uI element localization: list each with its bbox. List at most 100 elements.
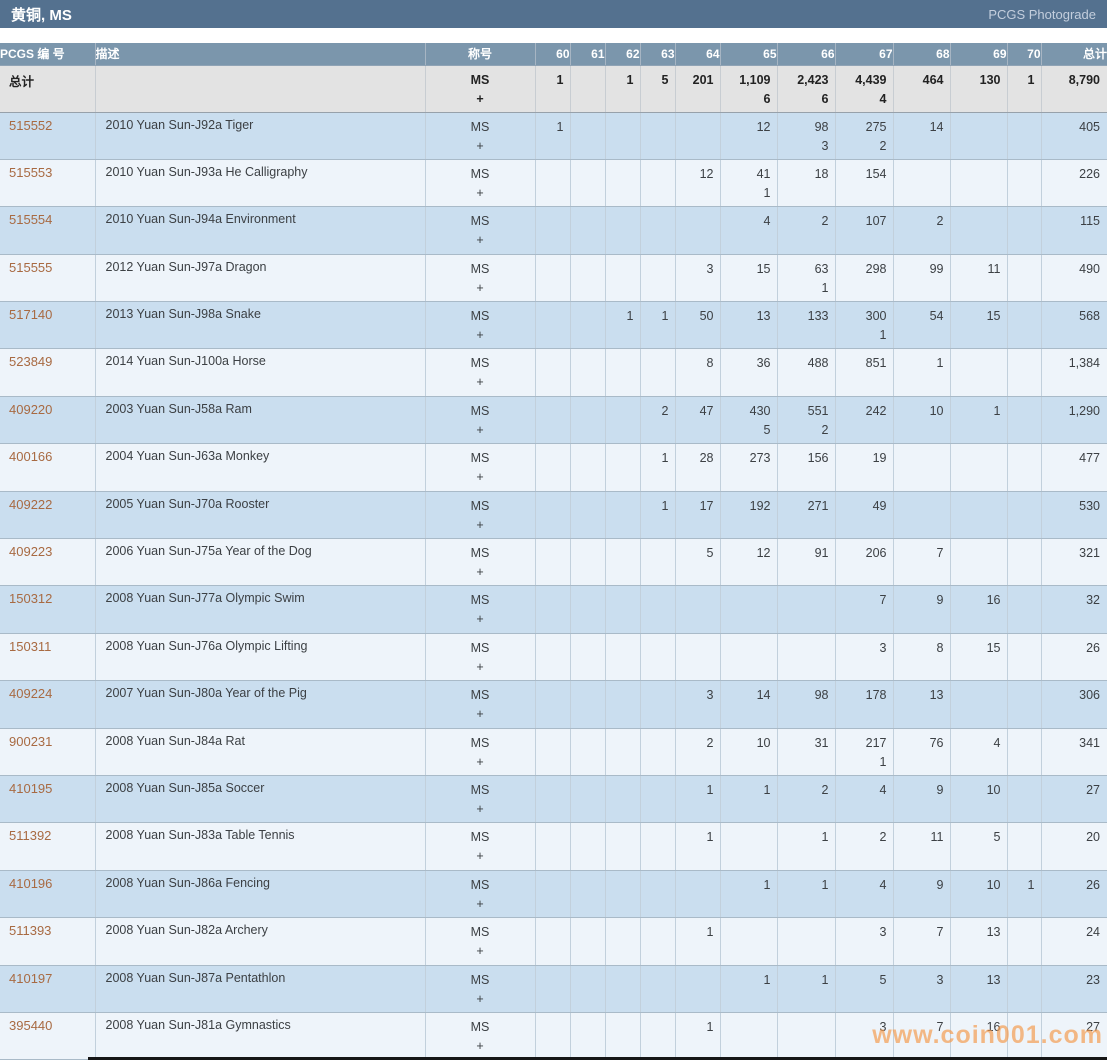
row-total-cell: 405 (1041, 112, 1107, 160)
grade-plus-count: + (476, 233, 484, 248)
pcgs-number-link[interactable]: 515554 (9, 212, 53, 228)
grade-62-cell (605, 1012, 641, 1060)
row-total-cell: 490 (1041, 254, 1107, 303)
grade-count: 7 (879, 593, 887, 608)
row-total-cell: 530 (1041, 491, 1107, 540)
grade-61-cell (570, 917, 606, 966)
grade-70-cell (1007, 112, 1042, 160)
pcgs-number-cell: 409222 (0, 491, 96, 540)
grade-count: 10 (929, 403, 944, 418)
grade-plus-count: 3 (821, 138, 829, 153)
coin-description-cell: 2005 Yuan Sun-J70a Rooster (95, 491, 426, 540)
grade-count: 271 (807, 498, 829, 513)
pcgs-number-link[interactable]: 410196 (9, 875, 53, 891)
grade-64-cell: 2 (675, 728, 721, 776)
coin-row: 150312 2008 Yuan Sun-J77a Olympic Swim MS +… (0, 585, 1107, 634)
grade-61-cell (570, 443, 606, 492)
grade-65-cell: 41 1 (720, 159, 778, 208)
grade-count: 2,423 (797, 72, 829, 87)
grade-plus-count: 1 (763, 185, 771, 200)
grade-70-cell (1007, 254, 1042, 303)
coin-row: 515554 2010 Yuan Sun-J94a Environment MS +4… (0, 206, 1107, 255)
totals-grade-66-cell: 2,423 6 (777, 65, 836, 113)
grade-70-cell (1007, 633, 1042, 682)
grade-63-cell (640, 206, 676, 255)
pcgs-number-cell: 511392 (0, 822, 96, 871)
totals-total-cell: 8,790 (1041, 65, 1107, 113)
grade-count: 11 (987, 261, 1001, 276)
pcgs-number-cell: 410197 (0, 965, 96, 1013)
grade-67-cell: 107 (835, 206, 894, 255)
grade-66-cell: 63 1 (777, 254, 836, 303)
grade-69-cell: 15 (950, 301, 1008, 350)
pcgs-number-link[interactable]: 409222 (9, 496, 53, 512)
grade-68-cell: 2 (893, 206, 951, 255)
grade-count: 3 (706, 688, 714, 703)
pcgs-number-link[interactable]: 511392 (9, 828, 52, 844)
pcgs-number-link[interactable]: 150312 (9, 591, 53, 607)
grade-count: 16 (986, 1019, 1001, 1034)
grade-68-cell: 8 (893, 633, 951, 682)
pcgs-number-link[interactable]: 410195 (9, 780, 53, 796)
grade-count: MS (470, 356, 490, 371)
grade-plus-count: + (476, 849, 484, 864)
col-header-grade-61: 61 (570, 43, 606, 66)
col-header-grade-69: 69 (950, 43, 1008, 66)
grade-65-cell: 1 (720, 775, 778, 824)
grade-64-cell: 17 (675, 491, 721, 540)
pcgs-number-link[interactable]: 150311 (9, 638, 52, 654)
grade-62-cell (605, 917, 641, 966)
grade-count: 5 (993, 830, 1001, 845)
grade-count: 851 (865, 356, 887, 371)
row-total-cell: 26 (1041, 870, 1107, 919)
grade-count: MS (470, 498, 490, 513)
coin-description-cell: 2008 Yuan Sun-J82a Archery (95, 917, 426, 966)
grade-count: 273 (749, 451, 771, 466)
grade-67-cell: 851 (835, 348, 894, 397)
grade-count: 300 (865, 309, 887, 324)
grade-68-cell: 9 (893, 775, 951, 824)
header-row: PCGS 编 号描述 称号 60 61 62 63 64 65 66 67 68 69 70 总计 (0, 43, 1107, 66)
grade-61-cell (570, 538, 606, 587)
page-title: 黄铜, MS (11, 6, 72, 24)
pcgs-number-link[interactable]: 409220 (9, 401, 53, 417)
pcgs-number-link[interactable]: 400166 (9, 449, 53, 465)
grade-plus-count: 6 (763, 91, 771, 106)
photograde-link[interactable]: PCGS Photograde (988, 6, 1096, 22)
pcgs-number-link[interactable]: 410197 (9, 970, 53, 986)
pcgs-number-link[interactable]: 409224 (9, 686, 53, 702)
grade-65-cell: 430 5 (720, 396, 778, 445)
pcgs-number-link[interactable]: 523849 (9, 354, 53, 370)
grade-64-cell: 1 (675, 917, 721, 966)
grade-count: 14 (756, 688, 771, 703)
grade-64-cell: 8 (675, 348, 721, 397)
grade-count: 8 (936, 640, 944, 655)
grade-69-cell (950, 538, 1008, 587)
grade-62-cell (605, 254, 641, 303)
grade-60-cell (535, 633, 571, 682)
row-total-value: 530 (1079, 498, 1100, 513)
pcgs-number-link[interactable]: 511393 (9, 923, 52, 939)
designation-cell: MS + (425, 585, 536, 634)
pcgs-number-link[interactable]: 515553 (9, 164, 53, 180)
grade-count: 2 (661, 403, 669, 418)
grade-63-cell (640, 633, 676, 682)
grade-69-cell: 10 (950, 870, 1008, 919)
pcgs-number-link[interactable]: 515555 (9, 259, 53, 275)
grade-count: 1 (1027, 877, 1035, 892)
pcgs-number-link[interactable]: 517140 (9, 307, 53, 323)
grade-count: 551 (807, 403, 829, 418)
pcgs-number-link[interactable]: 900231 (9, 733, 53, 749)
grade-60-cell: 1 (535, 112, 571, 160)
grade-count: 19 (872, 451, 887, 466)
grade-count: 4 (763, 214, 771, 229)
grade-count: 1 (706, 1019, 714, 1034)
grade-count: 4 (993, 735, 1001, 750)
coin-row: 409223 2006 Yuan Sun-J75a Year of the Dog… (0, 538, 1107, 587)
pcgs-number-link[interactable]: 515552 (9, 117, 53, 133)
designation-cell: MS + (425, 917, 536, 966)
grade-count: 298 (865, 261, 887, 276)
grade-61-cell (570, 1012, 606, 1060)
pcgs-number-link[interactable]: 395440 (9, 1017, 53, 1033)
pcgs-number-link[interactable]: 409223 (9, 544, 53, 560)
